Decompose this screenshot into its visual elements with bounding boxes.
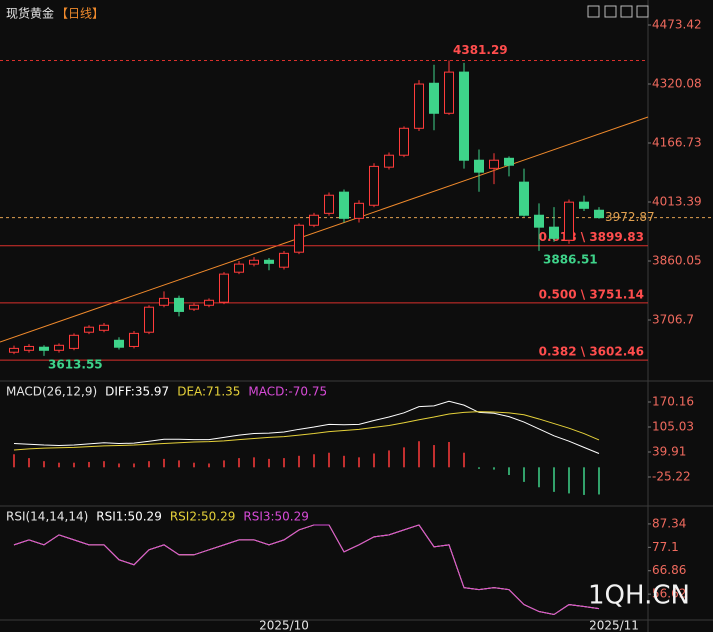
- candle-body: [489, 159, 499, 169]
- y-tick-label: 4473.42: [652, 18, 702, 32]
- candle-body: [144, 306, 154, 333]
- indicator-label: MACD:-70.75: [248, 385, 327, 399]
- candle-body: [114, 339, 124, 348]
- candle-body: [399, 127, 409, 156]
- candle-body: [564, 201, 574, 241]
- candle-body: [369, 165, 379, 206]
- indicator-label: RSI2:50.29: [170, 510, 236, 524]
- candle-body: [54, 344, 64, 351]
- y-tick-label: 4013.39: [652, 195, 702, 209]
- x-tick-label: 2025/10: [259, 619, 309, 632]
- candle-body: [594, 209, 604, 219]
- candle-body: [69, 334, 79, 349]
- candle-body: [504, 157, 514, 166]
- candle-body: [459, 71, 469, 161]
- indicator-line: [13, 524, 600, 616]
- indicator-label: RSI3:50.29: [243, 510, 309, 524]
- indicator-label: DIFF:35.97: [105, 385, 169, 399]
- candle-body: [549, 226, 559, 239]
- candle-body: [324, 194, 334, 214]
- low-label: 3613.55: [48, 357, 103, 371]
- candle-body: [249, 259, 259, 265]
- indicator-label: RSI(14,14,14): [6, 510, 88, 524]
- y-tick-label: 105.03: [652, 420, 694, 434]
- candle-body: [174, 297, 184, 312]
- fib-label: 0.500 \ 3751.14: [539, 287, 644, 301]
- indicator-line: [13, 411, 600, 451]
- indicator-label: MACD(26,12,9): [6, 385, 97, 399]
- candle-body: [534, 214, 544, 228]
- candle-body: [309, 214, 319, 226]
- candle-body: [339, 191, 349, 219]
- candle-body: [219, 273, 229, 303]
- chart-title: 现货黄金: [6, 6, 54, 21]
- candle-body: [264, 259, 274, 264]
- tool-icon[interactable]: [636, 5, 649, 18]
- candle-body: [519, 181, 529, 216]
- y-tick-label: 56.62: [652, 587, 686, 601]
- candle-body: [24, 345, 34, 351]
- candle-body: [99, 324, 109, 331]
- y-tick-label: 4320.08: [652, 77, 702, 91]
- indicator-label: RSI1:50.29: [96, 510, 162, 524]
- x-tick-label: 2025/11: [589, 619, 639, 632]
- watermark: 1QH.CN: [588, 581, 690, 611]
- low-label: 3886.51: [543, 252, 598, 266]
- tool-icon[interactable]: [587, 5, 600, 18]
- candle-body: [474, 159, 484, 173]
- candle-body: [159, 297, 169, 306]
- candle-body: [444, 71, 454, 114]
- candle-body: [234, 263, 244, 273]
- candle-body: [84, 326, 94, 333]
- candle-body: [189, 304, 199, 310]
- indicator-label: DEA:71.35: [177, 385, 240, 399]
- y-tick-label: 3706.7: [652, 313, 694, 327]
- last-price-label: 3972.87: [605, 210, 655, 224]
- candle-body: [294, 224, 304, 253]
- y-tick-label: 77.1: [652, 540, 679, 554]
- candle-body: [9, 347, 19, 353]
- candle-body: [384, 154, 394, 168]
- candle-body: [579, 201, 589, 209]
- candle-body: [429, 82, 439, 114]
- candle-body: [129, 332, 139, 347]
- candle-body: [414, 83, 424, 129]
- peak-label: 4381.29: [453, 43, 508, 57]
- tool-icon[interactable]: [620, 5, 633, 18]
- candle-body: [204, 299, 214, 306]
- fib-label: 0.382 \ 3602.46: [539, 345, 644, 359]
- trend-line: [0, 116, 649, 343]
- y-tick-label: 87.34: [652, 516, 686, 530]
- y-tick-label: -25.22: [652, 469, 691, 483]
- candle-body: [39, 346, 49, 351]
- y-tick-label: 66.86: [652, 563, 686, 577]
- tool-icon[interactable]: [604, 5, 617, 18]
- chart-subtitle: 【日线】: [56, 7, 104, 21]
- toolbar[interactable]: [587, 5, 649, 18]
- candle-body: [279, 252, 289, 268]
- indicator-line: [13, 400, 600, 454]
- y-tick-label: 39.91: [652, 444, 686, 458]
- y-tick-label: 3860.05: [652, 254, 702, 268]
- candle-body: [354, 202, 364, 219]
- y-tick-label: 170.16: [652, 395, 694, 409]
- y-tick-label: 4166.73: [652, 136, 702, 150]
